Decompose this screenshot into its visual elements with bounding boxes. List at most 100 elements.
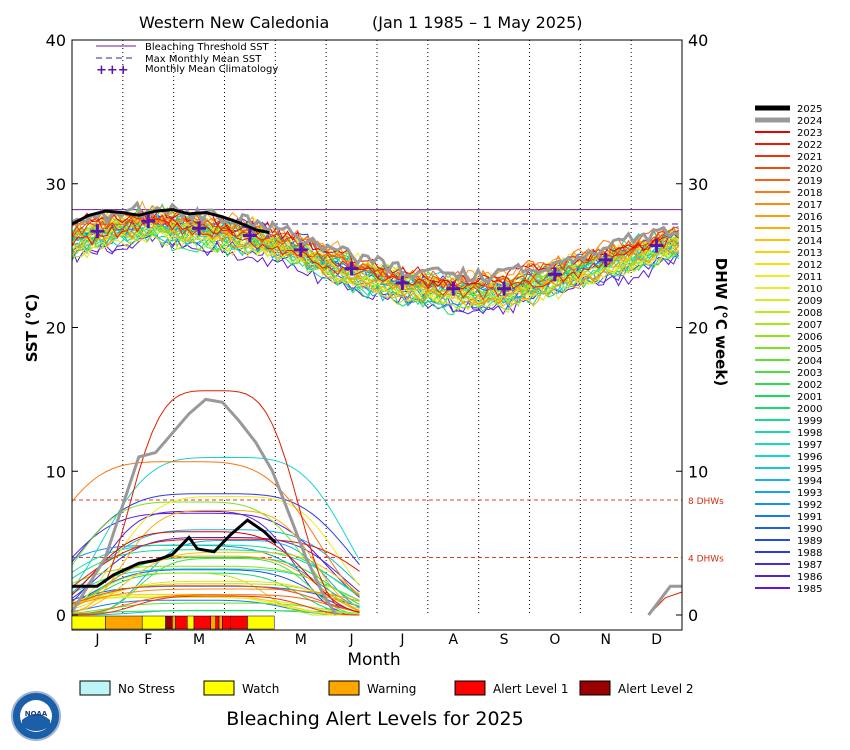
y-axis-label-right: DHW (°C week): [712, 258, 730, 386]
alert-legend-label: Alert Level 1: [493, 682, 569, 696]
year-legend-label: 2014: [797, 236, 822, 247]
dhw-line-2011: [71, 496, 360, 608]
year-legend-label: 1990: [797, 524, 822, 535]
alert-legend-label: Alert Level 2: [618, 682, 694, 696]
alert-segment: [193, 615, 211, 630]
year-legend-label: 2023: [797, 128, 822, 139]
dhw-line-2020: [71, 585, 360, 613]
alert-segment: [175, 615, 188, 630]
dhw-line-2008: [71, 572, 360, 616]
alert-bar-2025: [71, 615, 275, 630]
year-legend-label: 2004: [797, 356, 822, 367]
year-legend-label: 1998: [797, 428, 822, 439]
dhw-line-2017: [71, 588, 360, 606]
chart-title-right: (Jan 1 1985 – 1 May 2025): [372, 13, 583, 32]
legend-threshold-label: Bleaching Threshold SST: [145, 42, 270, 53]
axis-ticks: 0 0 10 10 20 20 30 30 40 40 J F M A M J J A S O N D: [46, 31, 709, 648]
alert-legend-swatch: [454, 680, 486, 696]
alert-segment: [210, 615, 216, 630]
alert-legend-label: Warning: [367, 682, 416, 696]
dhw-8-label: 8 DHWs: [688, 497, 724, 507]
year-legend: 2025202420232022202120202019201820172016…: [755, 104, 822, 595]
dhw-line-2023: [71, 531, 360, 613]
dhw-line-2022: [104, 390, 340, 609]
dhw-line-1998: [71, 544, 360, 597]
dhw-line-2000: [71, 572, 360, 616]
year-legend-label: 2007: [797, 320, 822, 331]
sst-line-2022: [71, 218, 679, 290]
x-tick-label: A: [245, 632, 255, 648]
sst-series: [71, 200, 680, 316]
year-legend-label: 2022: [797, 140, 822, 151]
year-legend-label: 2000: [797, 404, 822, 415]
alert-segment: [218, 615, 223, 630]
year-legend-label: 1995: [797, 464, 822, 475]
dhw-series: [70, 390, 683, 616]
year-legend-label: 2013: [797, 248, 822, 259]
legend-mmm-label: Max Monthly Mean SST: [145, 54, 262, 65]
year-legend-label: 2018: [797, 188, 822, 199]
year-legend-label: 2020: [797, 164, 822, 175]
dhw-line-2012: [71, 580, 360, 610]
year-legend-label: 2025: [797, 104, 822, 115]
dhw-line-2019: [71, 594, 360, 615]
alert-legend-swatch: [203, 680, 235, 696]
sst-line-2019: [71, 209, 679, 284]
bottom-title: Bleaching Alert Levels for 2025: [226, 708, 523, 730]
year-legend-label: 1992: [797, 500, 822, 511]
sst-line-2015: [71, 225, 680, 307]
sst-line-2017: [71, 219, 680, 305]
dhw-line-2003: [71, 557, 360, 616]
alert-segment: [222, 615, 232, 630]
x-tick-label: J: [349, 632, 354, 648]
grid: [122, 40, 632, 615]
year-legend-label: 2015: [797, 224, 822, 235]
sst-line-2012: [71, 233, 680, 314]
top-legend: Bleaching Threshold SST Max Monthly Mean…: [96, 42, 278, 78]
year-legend-label: 1988: [797, 548, 822, 559]
y-axis-label-left: SST (°C): [23, 294, 41, 363]
y-tick-label-right: 40: [688, 31, 708, 50]
alert-legend-swatch: [579, 680, 611, 696]
dhw-line-2024-dec: [647, 584, 682, 616]
y-tick-label-right: 10: [688, 462, 708, 481]
alert-segment: [247, 615, 275, 630]
sst-line-2023: [71, 208, 680, 288]
year-legend-label: 2011: [797, 272, 822, 283]
dhw-line-2022: [71, 538, 360, 588]
year-legend-label: 2003: [797, 368, 822, 379]
dhw-line-2015: [71, 509, 360, 614]
alert-legend-label: No Stress: [118, 682, 175, 696]
y-tick-label-left: 30: [46, 175, 66, 194]
dhw-line-2024: [70, 397, 338, 616]
alert-legend-swatch: [328, 680, 360, 696]
year-legend-label: 2017: [797, 200, 822, 211]
x-tick-label: A: [448, 632, 458, 648]
y-tick-label-left: 0: [56, 606, 66, 625]
year-legend-label: 1993: [797, 488, 822, 499]
year-legend-label: 2019: [797, 176, 822, 187]
year-legend-label: 1986: [797, 572, 822, 583]
noaa-logo: NOAA: [11, 691, 61, 741]
year-legend-label: 1997: [797, 440, 822, 451]
legend-clim-label: Monthly Mean Climatology: [145, 64, 278, 75]
dhw-line-dec: [648, 591, 683, 616]
year-legend-label: 2009: [797, 296, 822, 307]
x-tick-label: O: [549, 632, 560, 648]
y-tick-label-left: 40: [46, 31, 66, 50]
dhw-line-1985: [71, 512, 360, 598]
alert-legend-swatch: [79, 680, 111, 696]
year-legend-label: 2021: [797, 152, 822, 163]
year-legend-label: 1989: [797, 536, 822, 547]
year-legend-label: 2008: [797, 308, 822, 319]
year-legend-label: 2006: [797, 332, 822, 343]
sst-line-2020: [71, 210, 680, 293]
dhw-line-2016: [71, 555, 360, 611]
x-axis-label: Month: [347, 650, 400, 670]
y-tick-label-left: 10: [46, 462, 66, 481]
alert-segment: [165, 615, 173, 630]
year-legend-label: 2024: [797, 116, 822, 127]
alert-legend-label: Watch: [242, 682, 279, 696]
dhw-line-2018: [71, 461, 360, 597]
